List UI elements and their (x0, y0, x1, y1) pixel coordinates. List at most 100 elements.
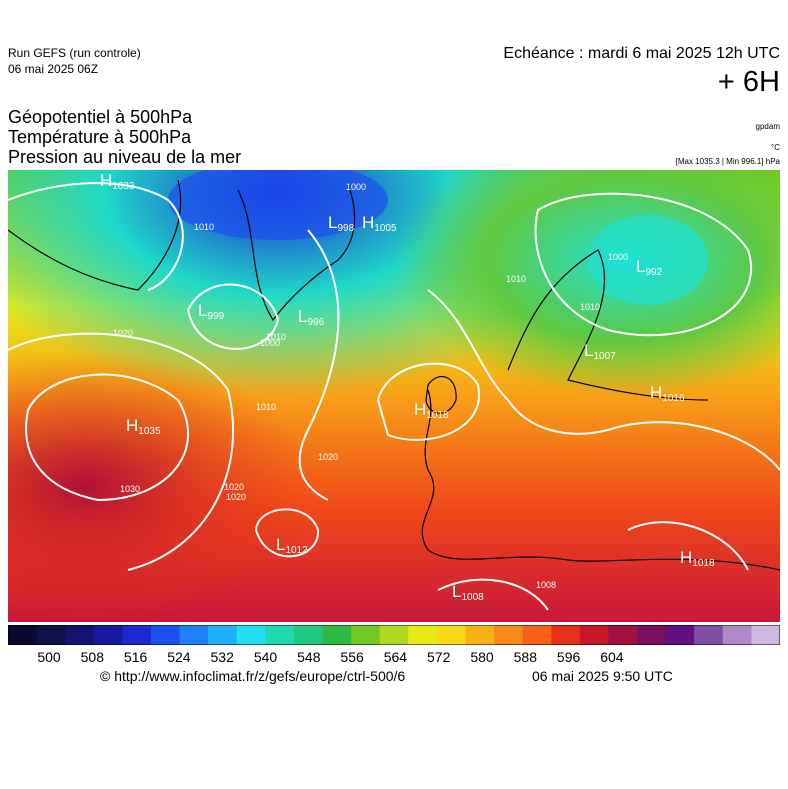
colorbar-tick-label: 556 (340, 649, 364, 665)
colorbar-tick-label: 580 (470, 649, 494, 665)
colorbar-tick-label: 540 (253, 649, 278, 665)
colorbar-tick-label: 604 (600, 649, 624, 665)
isobar-scandinavia (534, 192, 753, 337)
pressure-center-high: H1018 (680, 548, 715, 569)
pressure-center-low: L1012 (276, 535, 308, 556)
isobar-label: 1010 (506, 274, 526, 284)
pressure-center-low: L1007 (584, 341, 616, 362)
colorbar-swatch (322, 625, 352, 645)
colorbar-swatch (293, 625, 324, 645)
isobar-label: 1010 (580, 302, 600, 312)
isobar-label: 1010 (266, 332, 286, 342)
colorbar-swatch (694, 625, 724, 645)
colorbar-swatch (465, 625, 495, 645)
colorbar-swatch (8, 625, 38, 645)
isobar-label: 1030 (120, 484, 140, 494)
lead-time: + 6H (717, 66, 780, 98)
colorbar-swatch (150, 625, 181, 645)
isobar-south-east (627, 521, 749, 571)
colorbar-tick-label: 524 (167, 649, 191, 665)
isobar-central (427, 289, 609, 435)
source-url[interactable]: © http://www.infoclimat.fr/z/gefs/europe… (100, 668, 406, 684)
isobar-label: 1020 (113, 328, 133, 338)
title-pressure: Pression au niveau de la mer (8, 147, 242, 167)
coastline-europe (421, 389, 780, 571)
colorbar-swatch (65, 625, 95, 645)
colorbar-swatch (93, 625, 123, 645)
isobar-north-west (8, 182, 184, 291)
colorbar-tick-label: 508 (80, 649, 104, 665)
isobar-mid-latitude (298, 229, 340, 501)
isobar-label: 1010 (256, 402, 276, 412)
cold-core-greenland (168, 170, 388, 240)
pressure-centers: H1033 L998 H1005 L992 L999 L996 L1007 H1016 H101… (100, 171, 715, 603)
colorbar-swatch (722, 625, 752, 645)
colorbar-tick-label: 532 (210, 649, 234, 665)
isobar-high-atlantic-outer (8, 332, 235, 571)
colorbar-swatch (351, 625, 381, 645)
run-label: Run GEFS (run controle) (8, 46, 141, 60)
pressure-center-low: L998 (328, 213, 355, 234)
colorbar-swatch (408, 625, 438, 645)
forecast-valid-time: Echéance : mardi 6 mai 2025 12h UTC (503, 45, 780, 62)
pressure-center-high: H1016 (650, 383, 685, 404)
isobar-low-greenland (186, 283, 280, 350)
colorbar-swatch (122, 625, 152, 645)
isobar-label: 1000 (608, 252, 628, 262)
isobar-high-britain (376, 362, 481, 441)
coastline-greenland (237, 184, 356, 322)
colorbar-swatch (436, 625, 466, 645)
unit-geopotential: gpdam (755, 122, 780, 131)
colorbar-swatch (494, 625, 524, 645)
coastline-britain (425, 375, 457, 414)
isobar-label: 1000 (346, 182, 366, 192)
isobar-label: 1020 (224, 482, 244, 492)
pressure-center-high: H1035 (126, 416, 161, 437)
coastline-scandinavia (507, 249, 709, 401)
pressure-center-high: H1033 (100, 171, 135, 192)
colorbar-swatch (379, 625, 409, 645)
isobar-east (607, 421, 780, 471)
pressure-center-low: L992 (636, 257, 663, 278)
unit-temperature: °C (771, 143, 780, 152)
colorbar (8, 625, 780, 645)
colorbar-tick-label: 500 (37, 649, 61, 665)
isobar-low-azores (254, 508, 320, 558)
isobar-label: 1020 (226, 492, 246, 502)
isobar-mediterranean (437, 578, 549, 611)
isobar-label: 1008 (536, 580, 556, 590)
weather-map: H1033 L998 H1005 L992 L999 L996 L1007 H1016 H101… (8, 170, 780, 622)
colorbar-swatch (751, 625, 780, 645)
colorbar-swatch (522, 625, 552, 645)
isobar-high-atlantic (25, 373, 190, 502)
colorbar-swatch (665, 625, 695, 645)
pressure-center-low: L1008 (452, 582, 484, 603)
colorbar-tick-label: 572 (427, 649, 451, 665)
colorbar-tick-label: 588 (513, 649, 537, 665)
unit-pressure: [Max 1035.3 | Min 996.1] hPa (675, 157, 780, 166)
colorbar-tick-label: 548 (297, 649, 321, 665)
run-date: 06 mai 2025 06Z (8, 62, 99, 76)
title-temperature: Température à 500hPa (8, 127, 192, 147)
pressure-center-high: H1018 (414, 400, 449, 421)
colorbar-tick-label: 516 (123, 649, 148, 665)
colorbar-swatch (637, 625, 667, 645)
isobar-label: 1010 (194, 222, 214, 232)
colorbar-swatch (579, 625, 609, 645)
isobar-label: 1000 (260, 338, 280, 348)
isobar-label: 1020 (318, 452, 338, 462)
pressure-center-low: L996 (298, 307, 325, 328)
colorbar-swatch (179, 625, 209, 645)
cold-core-scandinavia (588, 215, 708, 305)
colorbar-swatch (36, 625, 66, 645)
colorbar-swatch (265, 625, 295, 645)
colorbar-swatch (551, 625, 581, 645)
colorbar-tick-label: 596 (556, 649, 581, 665)
colorbar-swatch (208, 625, 238, 645)
colorbar-swatch (236, 625, 266, 645)
title-geopotential: Géopotentiel à 500hPa (8, 107, 193, 127)
colorbar-tick-label: 564 (383, 649, 408, 665)
pressure-center-low: L999 (198, 301, 225, 322)
pressure-center-high: H1005 (362, 213, 397, 234)
